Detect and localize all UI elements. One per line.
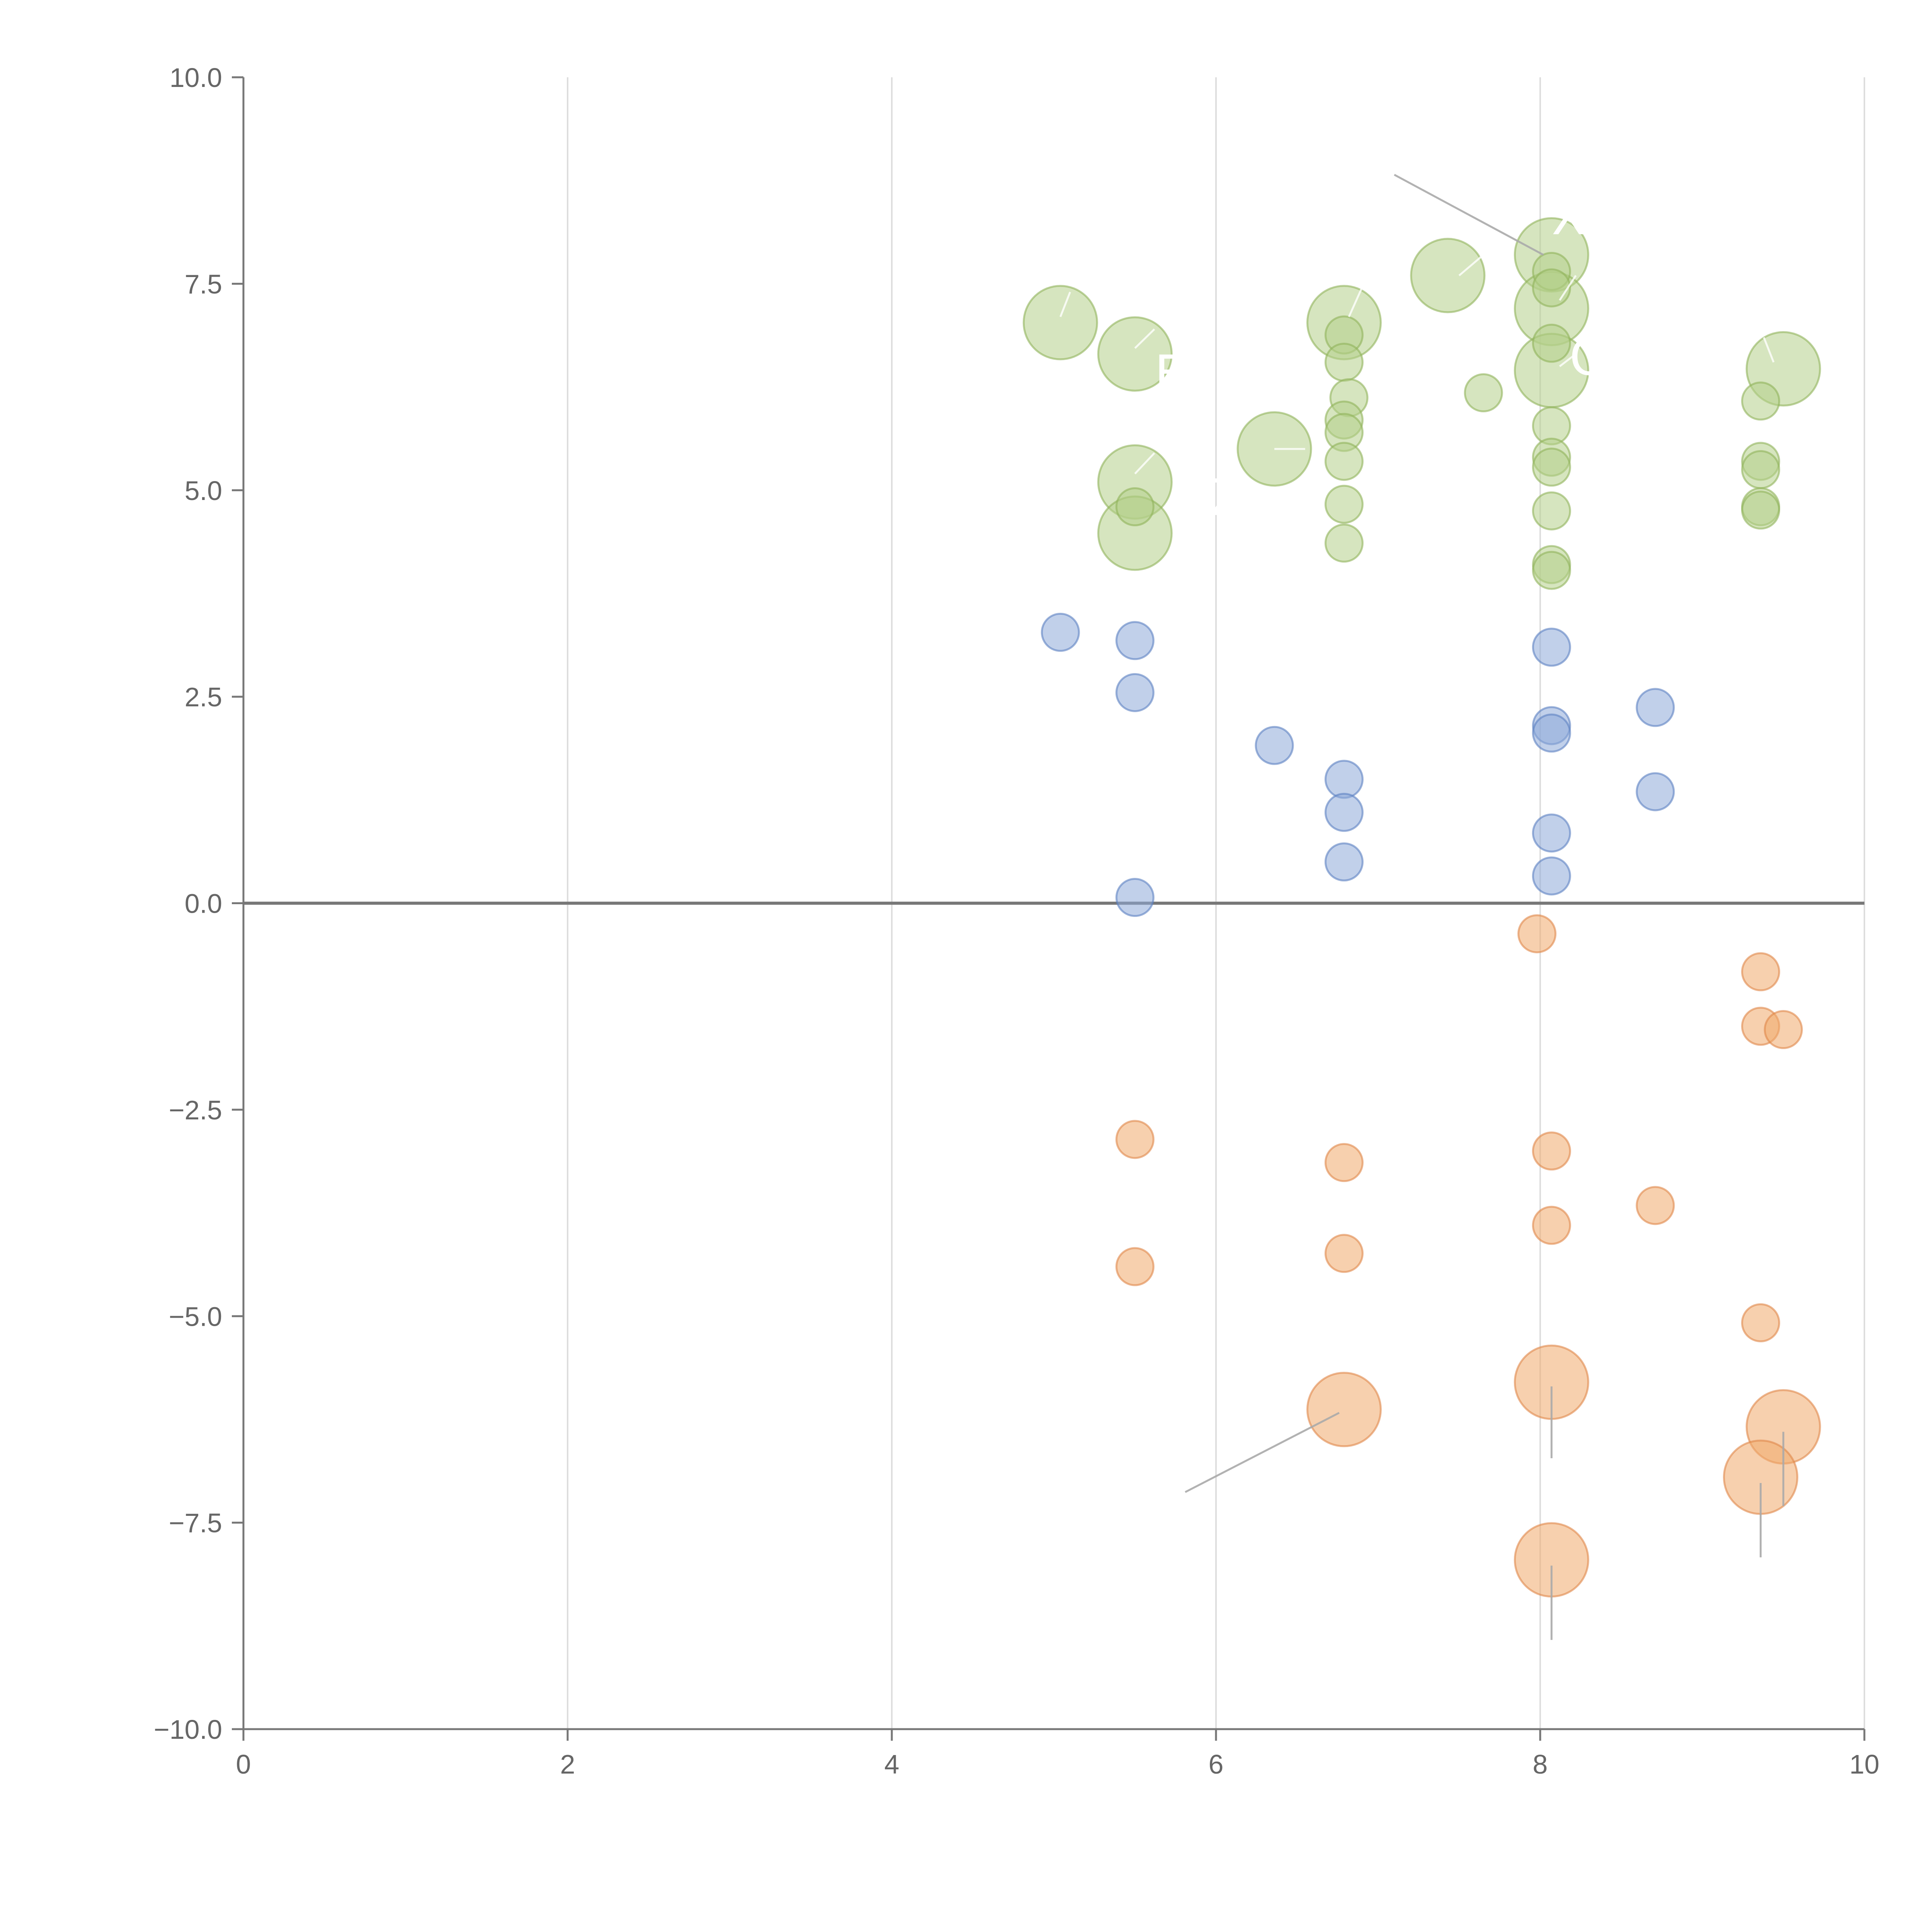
blue-point	[1532, 713, 1571, 753]
green-point	[1741, 490, 1781, 530]
leader-line	[1185, 1412, 1340, 1493]
leader-line	[1763, 337, 1775, 363]
green-point	[1532, 323, 1571, 363]
green-point	[1532, 268, 1571, 308]
annotation-label: AZ	[1175, 468, 1244, 527]
leader-line	[1059, 291, 1071, 317]
x-tick-label: 0	[236, 1749, 251, 1779]
blue-point	[1532, 628, 1571, 667]
y-tick-label: 5.0	[185, 476, 222, 506]
green-point	[1324, 524, 1364, 563]
green-point	[1324, 485, 1364, 524]
annotation-label: XA	[1551, 187, 1620, 246]
leader-line	[1559, 275, 1577, 301]
annotation-label: O	[1373, 398, 1413, 457]
blue-point	[1324, 760, 1364, 799]
blue-point	[1636, 772, 1675, 811]
blue-point	[1324, 793, 1364, 832]
blue-point	[1041, 612, 1080, 652]
y-tick-label: −7.5	[169, 1508, 222, 1538]
orange-point	[1517, 914, 1557, 954]
x-tick-label: 4	[884, 1749, 900, 1779]
green-point	[1464, 373, 1503, 413]
green-point	[1741, 381, 1781, 421]
blue-point	[1532, 813, 1571, 853]
y-tick-label: 7.5	[185, 269, 222, 299]
blue-point	[1532, 856, 1571, 896]
green-point	[1532, 447, 1571, 487]
ticks-layer: 0 2 4 6 8 10 10.0 7.5 5.0 2.5 0.0 −2.5 −5.0 −7.5 −10.0	[154, 63, 1879, 1779]
y-tick-label: −2.5	[169, 1095, 222, 1125]
y-tick-label: −5.0	[169, 1301, 222, 1332]
green-point	[1115, 487, 1155, 526]
green-point	[1410, 238, 1486, 313]
green-point	[1022, 285, 1098, 361]
green-point	[1532, 491, 1571, 531]
blue-point	[1636, 688, 1675, 727]
orange-point	[1306, 1372, 1382, 1447]
orange-point	[1532, 1131, 1571, 1171]
y-tick-label: 0.0	[185, 889, 222, 919]
orange-point	[1741, 1303, 1781, 1342]
annotations-layer: XA O O AZ E	[1155, 187, 1621, 527]
leader-line	[1458, 254, 1484, 276]
orange-point	[1324, 1234, 1364, 1273]
orange-point	[1115, 1247, 1155, 1286]
green-point	[1741, 450, 1781, 489]
leader-line	[1134, 452, 1155, 474]
green-point	[1097, 316, 1173, 392]
blue-point	[1115, 878, 1155, 917]
orange-point	[1532, 1206, 1571, 1245]
y-tick-label: 10.0	[170, 63, 222, 93]
leader-lines-layer	[1059, 174, 1784, 1640]
x-tick-label: 6	[1209, 1749, 1224, 1779]
x-tick-label: 10	[1849, 1749, 1879, 1779]
leader-line	[1394, 174, 1544, 256]
orange-point	[1741, 952, 1781, 992]
y-tick-label: −10.0	[154, 1714, 222, 1745]
green-point	[1324, 342, 1364, 382]
annotation-label: O	[1570, 328, 1609, 387]
x-tick-label: 8	[1533, 1749, 1548, 1779]
leader-line	[1134, 328, 1155, 349]
blue-point	[1255, 726, 1294, 765]
leader-line	[1559, 353, 1577, 367]
leader-line	[1348, 287, 1363, 317]
green-point	[1532, 551, 1571, 590]
orange-point	[1636, 1186, 1675, 1225]
points-layer	[1022, 217, 1821, 1598]
green-point	[1324, 442, 1364, 481]
blue-point	[1115, 673, 1155, 712]
x-tick-label: 2	[560, 1749, 575, 1779]
orange-point	[1115, 1120, 1155, 1159]
blue-point	[1324, 842, 1364, 882]
y-tick-label: 2.5	[185, 682, 222, 712]
annotation-label: E	[1155, 344, 1186, 403]
orange-point	[1764, 1010, 1803, 1049]
blue-point	[1115, 621, 1155, 660]
orange-point	[1324, 1143, 1364, 1182]
